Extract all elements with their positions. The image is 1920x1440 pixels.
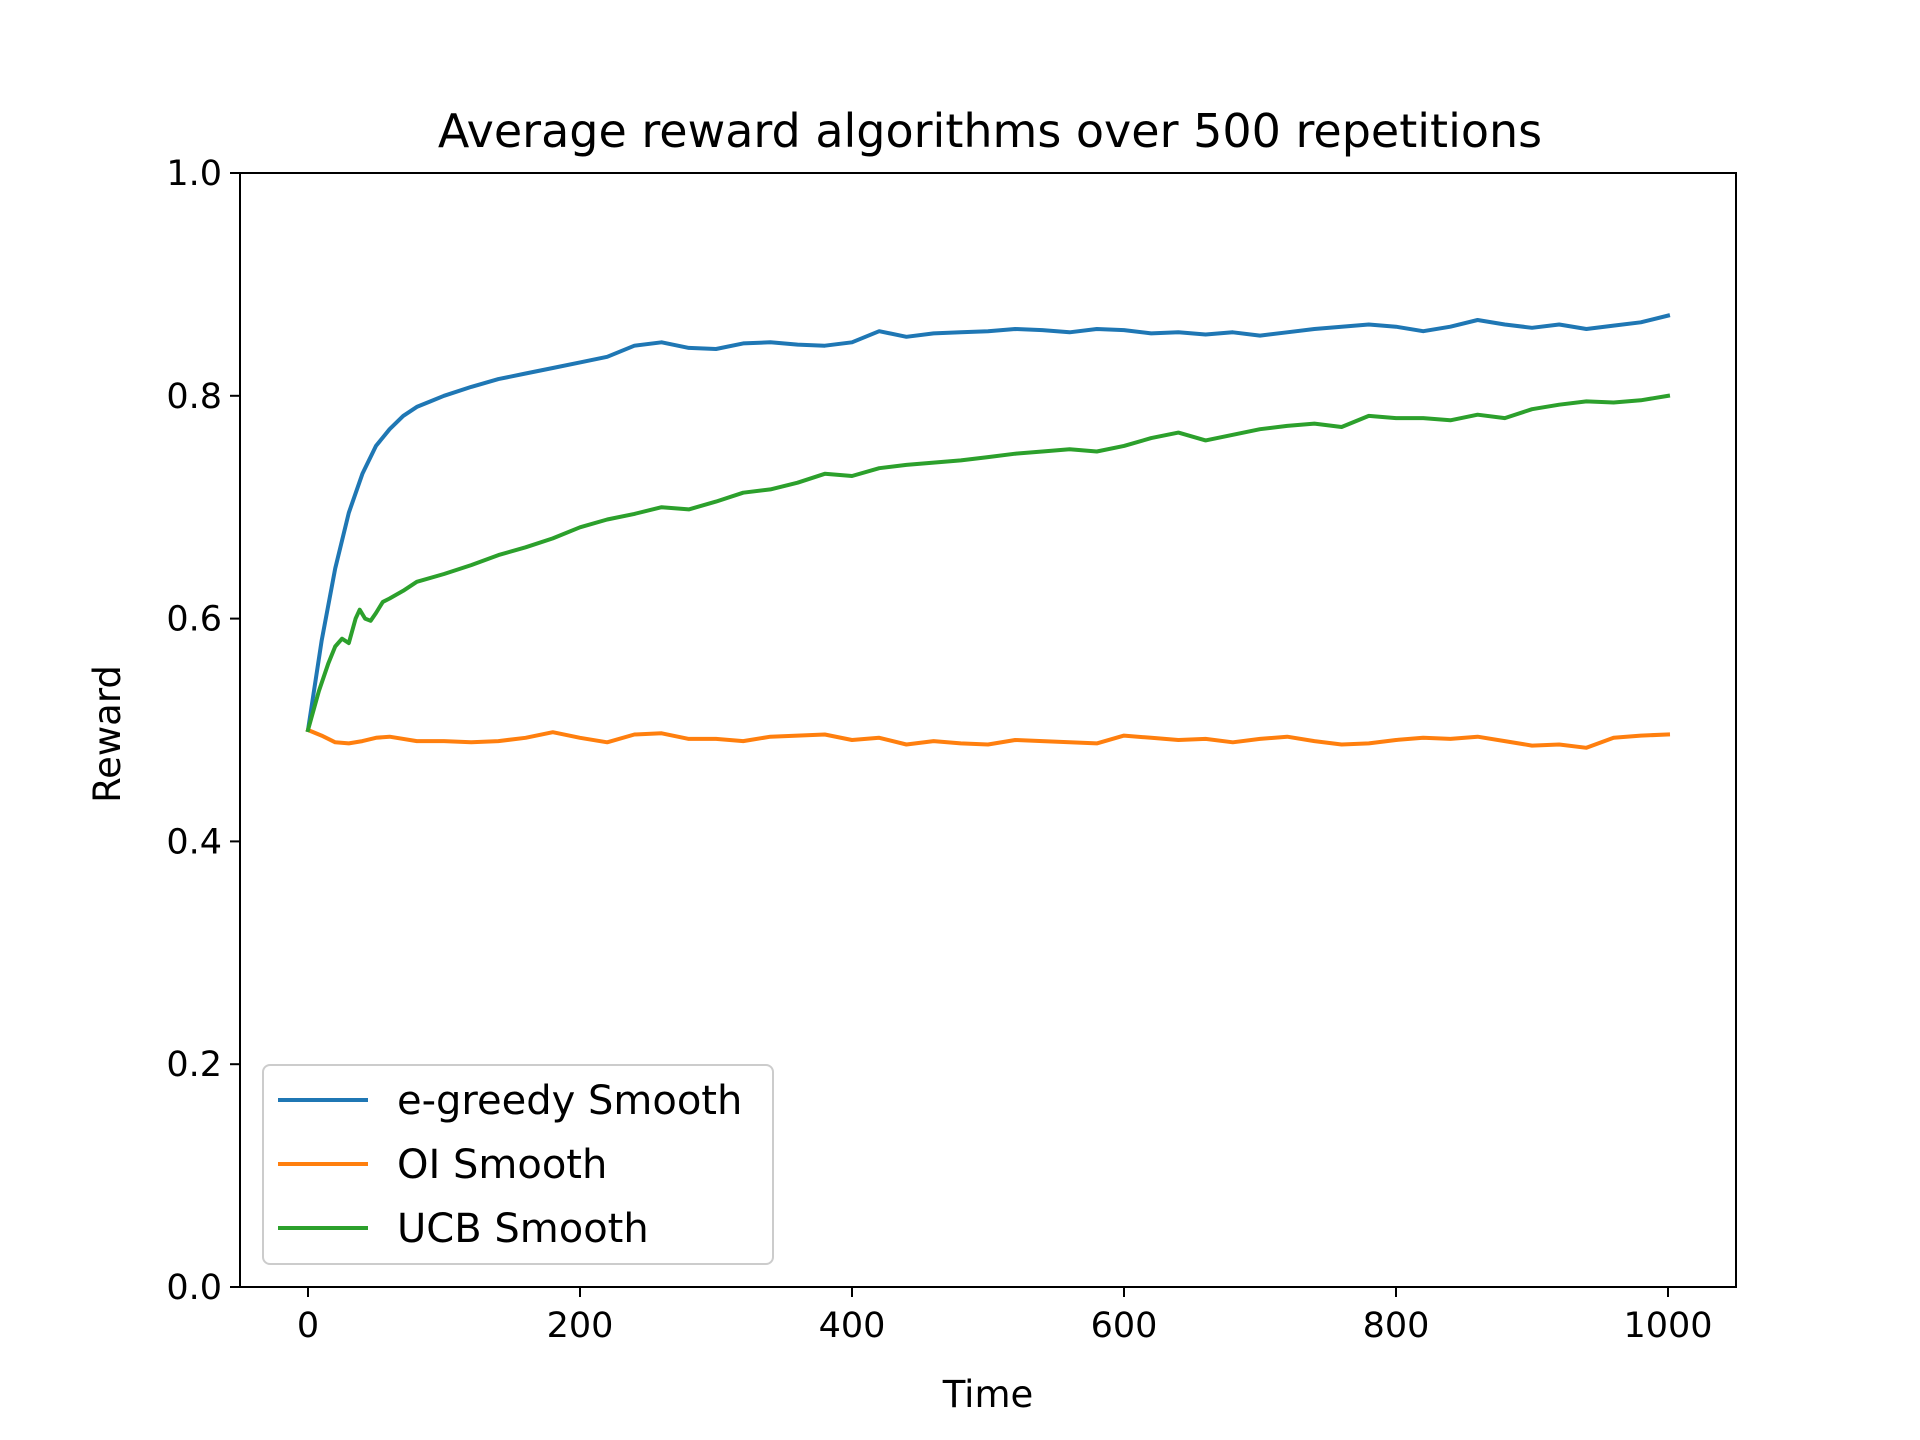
x-axis-label: Time [942,1373,1034,1416]
legend-label-2: OI Smooth [397,1142,607,1188]
x-axis: 0 200 400 600 800 1000 [297,1287,1713,1346]
plot-frame [239,172,1737,1288]
x-tick-label: 600 [1091,1306,1158,1346]
y-tick-label: 0.4 [166,822,222,862]
series-layer [305,313,1671,750]
y-tick-label: 0.6 [166,600,222,640]
y-tick-label: 0.2 [166,1045,222,1085]
x-tick-label: 0 [297,1306,319,1346]
legend-label-3: UCB Smooth [397,1206,649,1252]
x-tick-label: 1000 [1623,1306,1712,1346]
x-tick-label: 400 [819,1306,886,1346]
legend-label-1: e-greedy Smooth [397,1078,742,1124]
y-tick-label: 0.8 [166,377,222,417]
y-tick-label: 0.0 [166,1268,222,1308]
chart-title: Average reward algorithms over 500 repet… [438,104,1542,158]
y-axis: 0.0 0.2 0.4 0.6 0.8 1.0 [166,154,240,1308]
x-tick-label: 200 [547,1306,614,1346]
y-tick-label: 1.0 [166,154,222,194]
y-axis-label: Reward [86,665,129,803]
x-tick-label: 800 [1363,1306,1430,1346]
legend: e-greedy Smooth OI Smooth UCB Smooth [262,1064,774,1265]
series-line-3 [305,393,1671,733]
series-line-2 [305,727,1671,750]
series-line-1 [305,313,1671,733]
legend-frame [262,1064,774,1265]
